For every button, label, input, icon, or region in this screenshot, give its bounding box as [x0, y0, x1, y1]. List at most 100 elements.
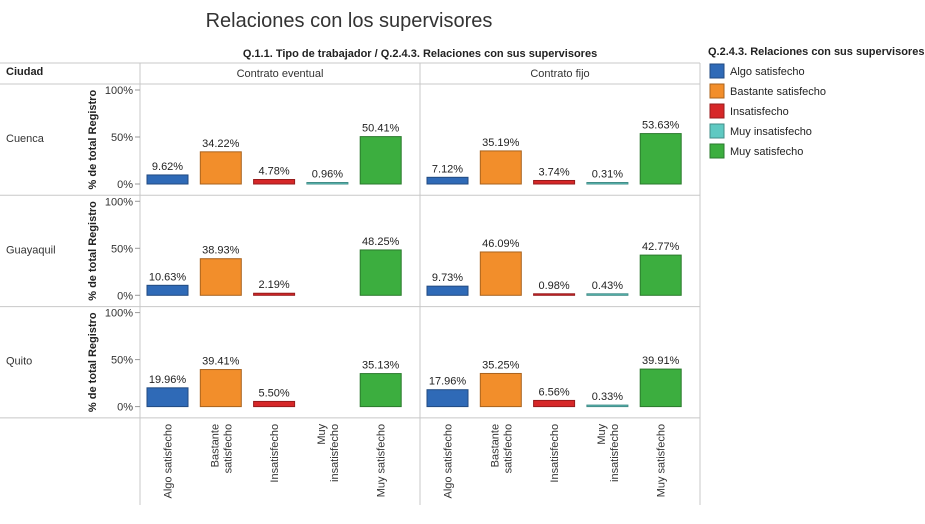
category-label-line: Bastante [209, 424, 221, 467]
category-label-line: Muy [316, 423, 328, 444]
bar [639, 254, 682, 296]
bar [533, 399, 576, 408]
data-label: 10.63% [149, 271, 187, 283]
category-label: Algo satisfecho [163, 424, 175, 499]
data-label: 34.22% [202, 138, 240, 150]
data-label: 38.93% [202, 245, 240, 257]
data-label: 35.25% [482, 359, 520, 371]
legend-swatch [709, 103, 725, 119]
data-label: 5.50% [258, 387, 289, 399]
y-tick-label: 100% [105, 308, 133, 320]
data-label: 9.62% [152, 161, 183, 173]
category-label-line: Muy satisfecho [376, 424, 388, 497]
data-label: 4.78% [258, 166, 289, 178]
y-axis-label: % de total Registro [87, 201, 99, 301]
bar [199, 369, 242, 408]
bar [199, 151, 242, 185]
bar [253, 400, 296, 408]
data-label: 39.91% [642, 355, 680, 367]
legend-swatch [709, 63, 725, 79]
category-label: Bastante satisfecho [209, 424, 234, 474]
bar [359, 249, 402, 296]
bar [146, 387, 189, 408]
category-label-line: Muy satisfecho [656, 424, 668, 497]
bar [639, 133, 682, 185]
category-label: Algo satisfecho [443, 424, 455, 499]
bar [479, 251, 522, 296]
data-label: 48.25% [362, 236, 400, 248]
bar [253, 179, 296, 185]
bar [359, 136, 402, 185]
data-label: 46.09% [482, 238, 520, 250]
bar [426, 176, 469, 185]
row-header: Ciudad [6, 66, 43, 78]
y-tick-label: 100% [105, 196, 133, 208]
y-axis-label: % de total Registro [87, 90, 99, 190]
column-label: Contrato fijo [530, 68, 589, 80]
bar [146, 174, 189, 185]
chart-title: Relaciones con los supervisores [206, 10, 493, 32]
category-label: Muy insatisfecho [316, 423, 341, 482]
bar [639, 368, 682, 408]
category-label: Muy satisfecho [376, 424, 388, 497]
data-label: 0.43% [592, 280, 623, 292]
bar [253, 292, 296, 296]
bar [586, 293, 629, 296]
data-label: 3.74% [538, 166, 569, 178]
category-label-line: insatisfecho [609, 424, 621, 482]
y-axis-label: % de total Registro [87, 312, 99, 412]
data-label: 6.56% [538, 386, 569, 398]
bar [359, 373, 402, 408]
row-label: Cuenca [6, 133, 45, 145]
category-label-line: Insatisfecho [549, 424, 561, 483]
data-label: 39.41% [202, 356, 240, 368]
chart-grid: Contrato eventual Contrato fijo Cuenca % de… [0, 62, 701, 505]
data-label: 7.12% [432, 163, 463, 175]
category-label-line: Bastante [489, 424, 501, 467]
y-tick-label: 0% [117, 402, 133, 414]
bar [533, 293, 576, 296]
bar [586, 182, 629, 185]
chart-marks: 9.62% 34.22% 4.78% 0.96% 50.41% 7.12% 35.19% 3.… [146, 120, 682, 499]
category-label-line: Insatisfecho [269, 424, 281, 483]
data-label: 35.19% [482, 137, 520, 149]
category-label-line: satisfecho [222, 424, 234, 474]
bar [479, 372, 522, 408]
y-tick-label: 50% [111, 132, 133, 144]
data-label: 0.98% [538, 280, 569, 292]
bar [586, 404, 629, 408]
data-label: 17.96% [429, 376, 467, 388]
category-label-line: Algo satisfecho [443, 424, 455, 499]
bar [479, 150, 522, 185]
y-tick-label: 0% [117, 290, 133, 302]
category-label: Bastante satisfecho [489, 424, 514, 474]
category-label: Insatisfecho [549, 424, 561, 483]
column-header: Q.1.1. Tipo de trabajador / Q.2.4.3. Rel… [243, 48, 597, 60]
legend-item-label: Insatisfecho [730, 106, 789, 118]
legend-swatch [709, 123, 725, 139]
legend-swatch [709, 83, 725, 99]
data-label: 9.73% [432, 272, 463, 284]
data-label: 50.41% [362, 123, 400, 135]
bar [199, 258, 242, 296]
bar [306, 182, 349, 185]
bar [426, 389, 469, 408]
category-label-line: Muy [596, 423, 608, 444]
category-label-line: Algo satisfecho [163, 424, 175, 499]
category-label: Muy satisfecho [656, 424, 668, 497]
data-label: 0.96% [312, 169, 343, 181]
row-label: Guayaquil [6, 244, 56, 256]
data-label: 42.77% [642, 241, 680, 253]
legend-swatch [709, 143, 725, 159]
data-label: 0.33% [592, 391, 623, 403]
bar [426, 285, 469, 296]
bar [146, 284, 189, 296]
y-tick-label: 100% [105, 85, 133, 97]
category-label-line: insatisfecho [329, 424, 341, 482]
data-label: 0.31% [592, 169, 623, 181]
data-label: 35.13% [362, 360, 400, 372]
legend-item-label: Bastante satisfecho [730, 86, 826, 98]
category-label: Insatisfecho [269, 424, 281, 483]
legend-item-label: Muy insatisfecho [730, 126, 812, 138]
